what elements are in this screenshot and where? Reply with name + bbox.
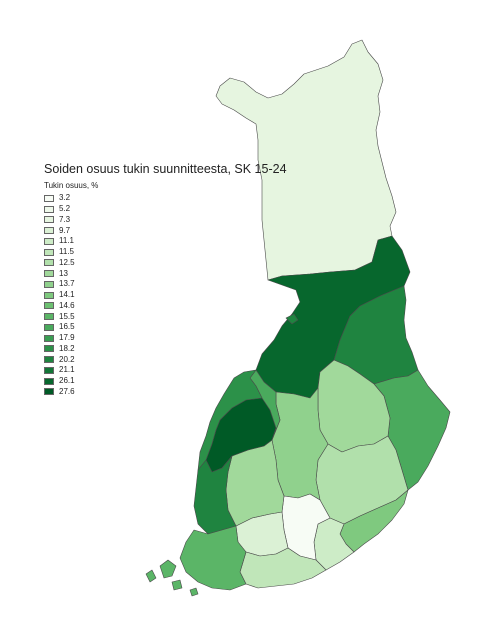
legend-item: 13 bbox=[44, 268, 98, 279]
legend-swatch bbox=[44, 377, 54, 385]
legend-heading: Tukin osuus, % bbox=[44, 181, 99, 190]
legend-item: 9.7 bbox=[44, 225, 98, 236]
legend-label: 27.6 bbox=[59, 386, 75, 396]
legend-items: 3.2 5.2 7.3 9.7 11.1 11.5 12.5 13 13.7 14.1 14.6 15… bbox=[44, 193, 98, 397]
legend-swatch bbox=[44, 356, 54, 364]
legend-label: 21.1 bbox=[59, 365, 75, 375]
legend-item: 13.7 bbox=[44, 279, 98, 290]
legend-label: 5.2 bbox=[59, 204, 71, 214]
legend-label: 20.2 bbox=[59, 354, 75, 364]
legend-label: 14.6 bbox=[59, 300, 75, 310]
legend-swatch bbox=[44, 280, 54, 288]
legend-label: 11.1 bbox=[59, 236, 74, 246]
legend-item: 14.6 bbox=[44, 301, 98, 312]
legend-swatch bbox=[44, 259, 54, 267]
legend: Tukin osuus, % 3.2 5.2 7.3 9.7 11.1 11.5 12.5 1… bbox=[44, 181, 98, 397]
legend-label: 16.5 bbox=[59, 322, 75, 332]
legend-label: 13 bbox=[59, 268, 68, 278]
region-uusimaa bbox=[239, 547, 327, 589]
region-southwest-finland bbox=[179, 525, 247, 591]
legend-swatch bbox=[44, 313, 54, 321]
legend-item: 15.5 bbox=[44, 311, 98, 322]
region-lapland bbox=[215, 39, 397, 281]
legend-label: 13.7 bbox=[59, 279, 75, 289]
legend-label: 7.3 bbox=[59, 214, 71, 224]
map-title: Soiden osuus tukin suunnitteesta, SK 15-… bbox=[44, 162, 287, 176]
legend-item: 11.1 bbox=[44, 236, 98, 247]
legend-item: 17.9 bbox=[44, 333, 98, 344]
legend-label: 15.5 bbox=[59, 311, 75, 321]
legend-label: 26.1 bbox=[59, 376, 75, 386]
legend-item: 26.1 bbox=[44, 376, 98, 387]
legend-item: 21.1 bbox=[44, 365, 98, 376]
legend-swatch bbox=[44, 388, 54, 396]
legend-swatch bbox=[44, 237, 54, 245]
legend-label: 3.2 bbox=[59, 193, 71, 203]
legend-label: 14.1 bbox=[59, 290, 75, 300]
legend-item: 18.2 bbox=[44, 344, 98, 355]
legend-item: 20.2 bbox=[44, 354, 98, 365]
legend-item: 11.5 bbox=[44, 247, 98, 258]
legend-swatch bbox=[44, 227, 54, 235]
legend-item: 16.5 bbox=[44, 322, 98, 333]
legend-label: 11.5 bbox=[59, 247, 74, 257]
legend-swatch bbox=[44, 270, 54, 278]
legend-swatch bbox=[44, 291, 54, 299]
legend-swatch bbox=[44, 302, 54, 310]
region-ostrobothnia bbox=[197, 369, 263, 471]
legend-label: 12.5 bbox=[59, 257, 75, 267]
legend-item: 12.5 bbox=[44, 258, 98, 269]
legend-item: 27.6 bbox=[44, 387, 98, 398]
legend-swatch bbox=[44, 248, 54, 256]
legend-swatch bbox=[44, 194, 54, 202]
legend-item: 3.2 bbox=[44, 193, 98, 204]
region-archipelago bbox=[145, 559, 199, 597]
legend-label: 9.7 bbox=[59, 225, 71, 235]
legend-label: 18.2 bbox=[59, 343, 75, 353]
legend-swatch bbox=[44, 334, 54, 342]
legend-swatch bbox=[44, 323, 54, 331]
legend-item: 5.2 bbox=[44, 204, 98, 215]
legend-swatch bbox=[44, 205, 54, 213]
legend-swatch bbox=[44, 366, 54, 374]
legend-item: 7.3 bbox=[44, 215, 98, 226]
region-coast-islet bbox=[285, 313, 299, 325]
legend-swatch bbox=[44, 216, 54, 224]
region-satakunta bbox=[193, 455, 237, 535]
legend-item: 14.1 bbox=[44, 290, 98, 301]
legend-swatch bbox=[44, 345, 54, 353]
legend-label: 17.9 bbox=[59, 333, 75, 343]
